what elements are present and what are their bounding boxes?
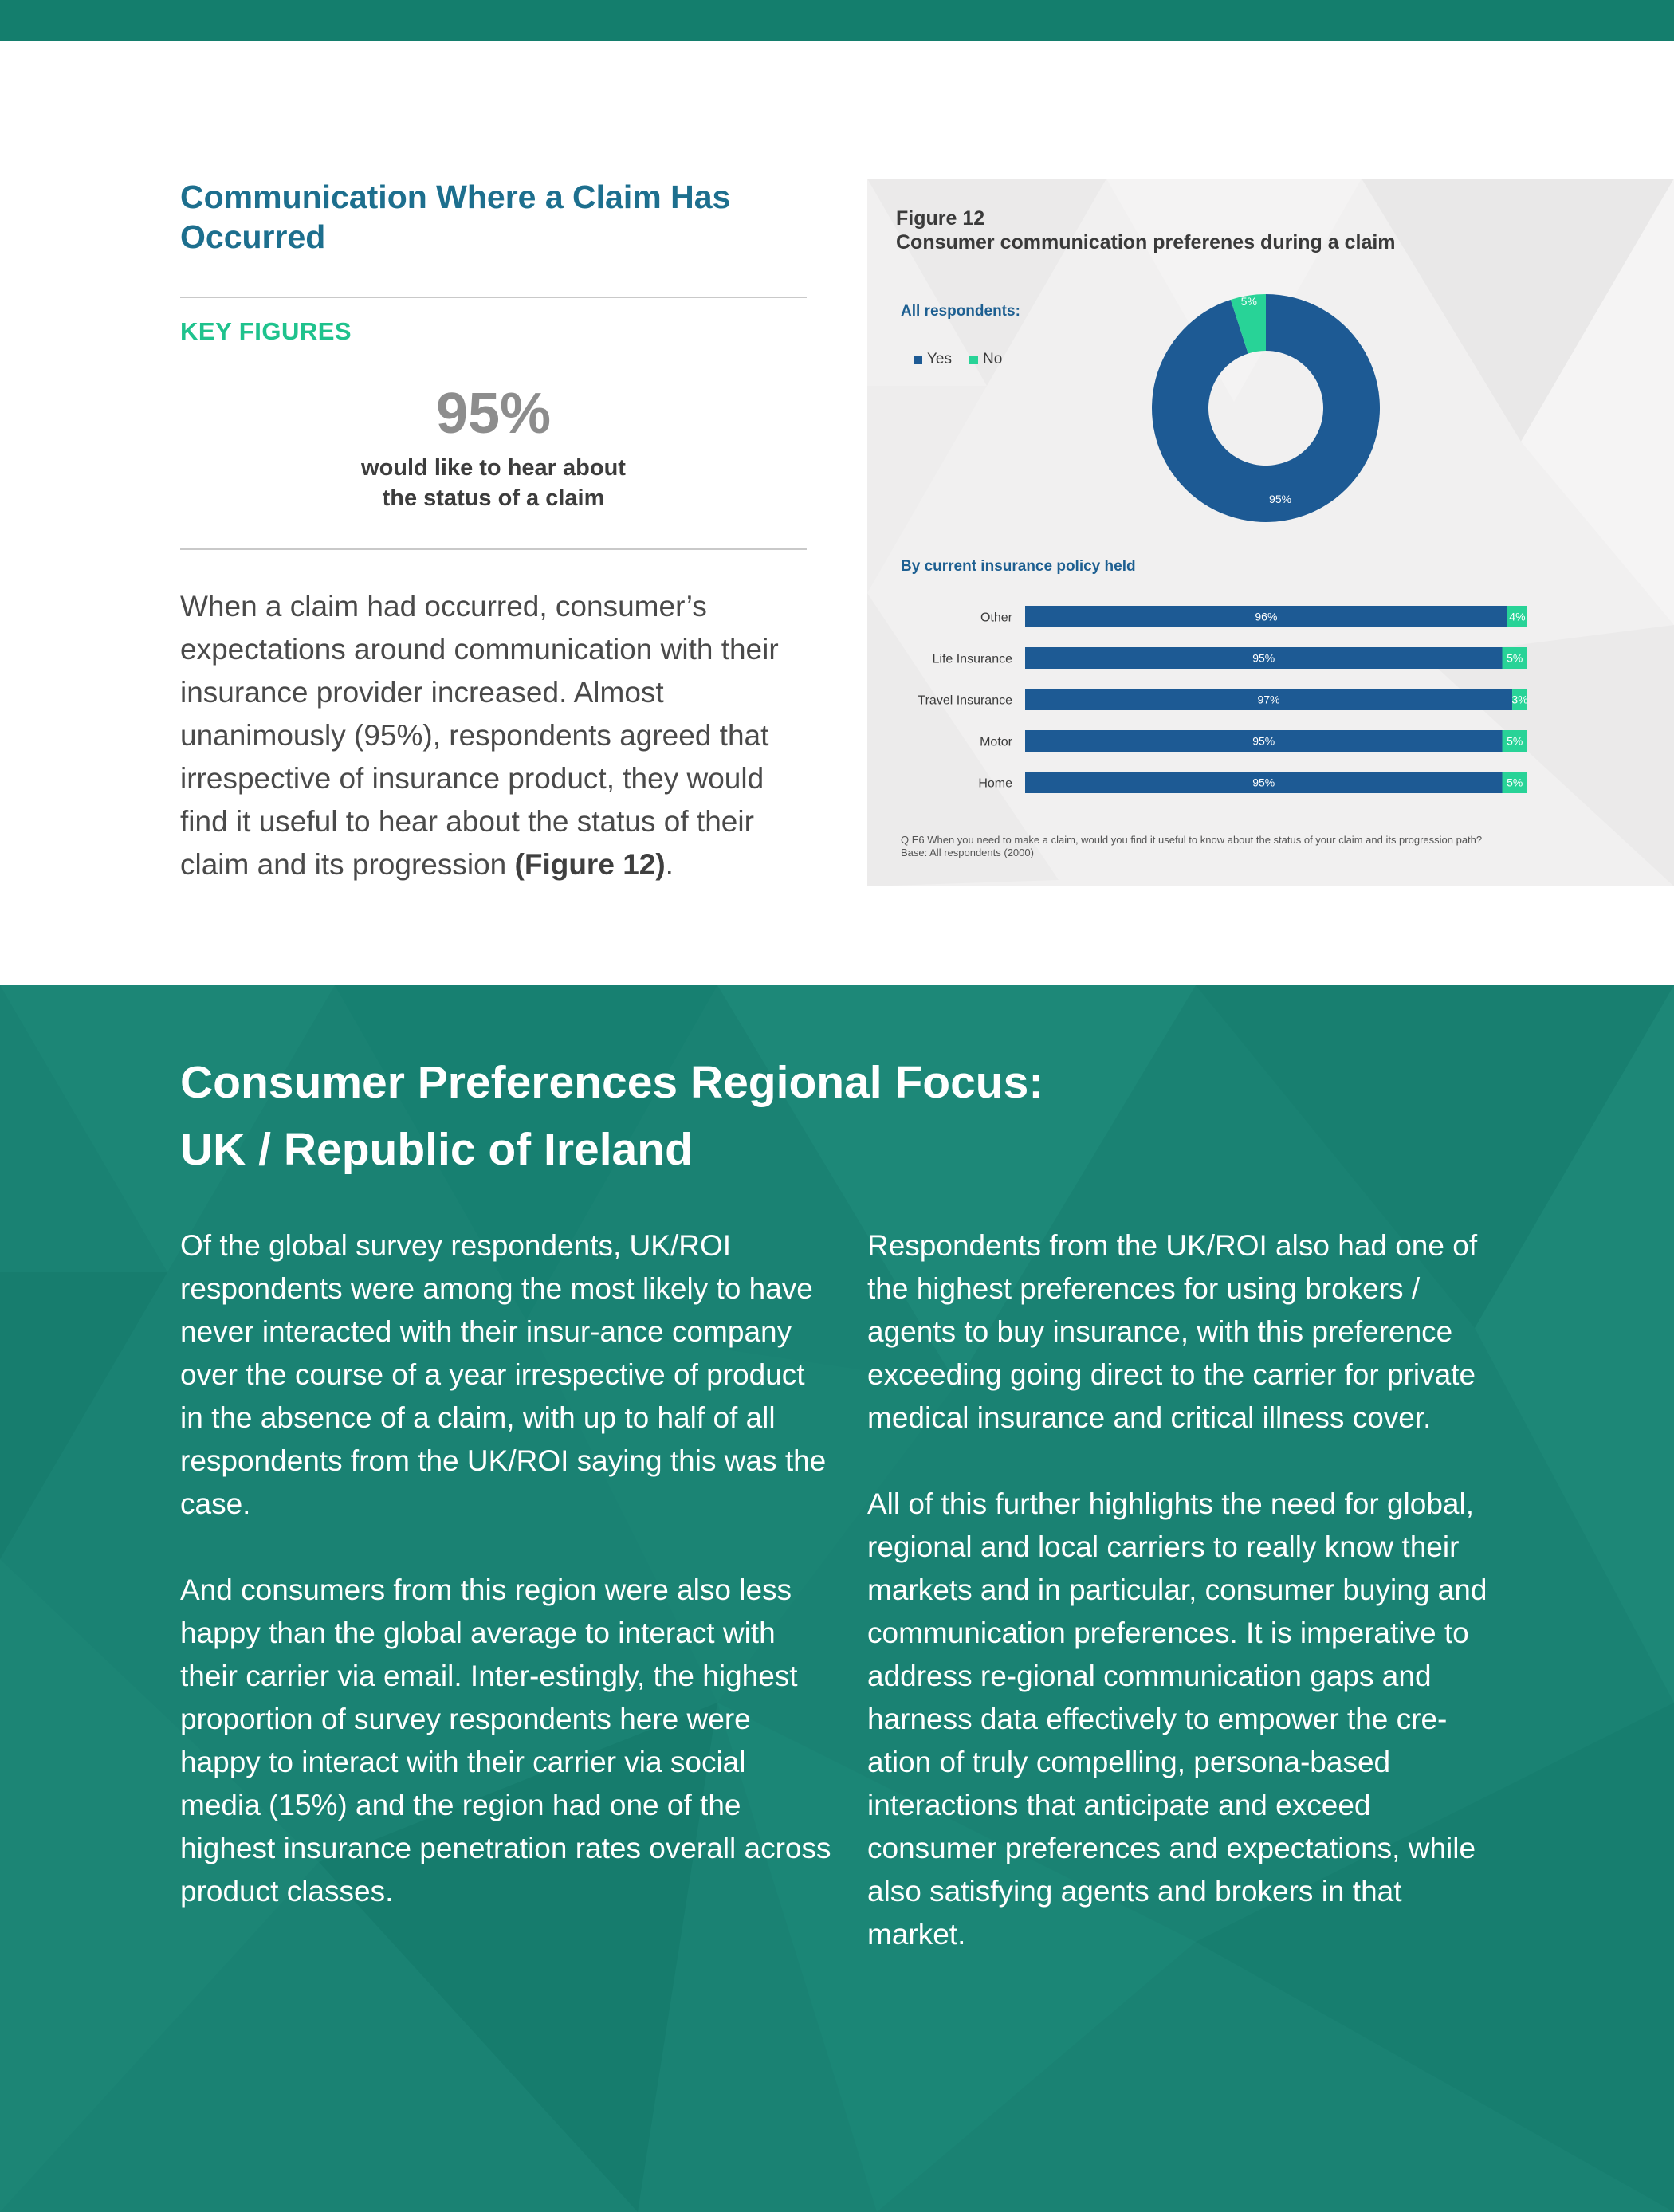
- figure-reference: (Figure 12): [514, 848, 666, 881]
- bar-segment-yes: [1025, 606, 1507, 627]
- legend-label-no: No: [983, 351, 1003, 367]
- bar-value-label-no: 4%: [1509, 611, 1525, 623]
- bar-value-label-yes: 95%: [1252, 652, 1275, 665]
- bar-value-label-yes: 97%: [1258, 693, 1280, 706]
- bar-segment-no: [1502, 772, 1527, 793]
- bar-value-label-no: 3%: [1511, 693, 1527, 706]
- regional-focus-title-line2: UK / Republic of Ireland: [180, 1124, 693, 1175]
- bar-value-label-yes: 95%: [1252, 735, 1275, 748]
- all-respondents-label: All respondents:: [901, 303, 1020, 320]
- legend-label-yes: Yes: [927, 351, 952, 367]
- donut-slice-yes: [1152, 294, 1380, 522]
- bar-value-label-no: 5%: [1507, 735, 1523, 748]
- donut-slice-no: [1230, 294, 1266, 354]
- key-figures-label: KEY FIGURES: [180, 317, 352, 345]
- legend-swatch-yes: [914, 355, 922, 364]
- footnote-question: Q E6 When you need to make a claim, woul…: [901, 834, 1483, 846]
- intro-text: When a claim had occurred, consumer’s ex…: [180, 590, 779, 881]
- figure-panel: Figure 12 Consumer communication prefere…: [867, 179, 1674, 886]
- section-title: Communication Where a Claim Has Occurred: [180, 179, 731, 255]
- donut-chart: 95% 5%: [1152, 294, 1380, 522]
- left-text-column: Of the global survey respondents, UK/ROI…: [180, 1224, 834, 1956]
- bar-value-label-yes: 96%: [1255, 611, 1277, 623]
- right-paragraph-2: All of this further highlights the need …: [867, 1487, 1487, 1951]
- bar-category-label: Travel Insurance: [918, 694, 1012, 708]
- bar-segment-yes: [1025, 772, 1503, 793]
- regional-focus-title: Consumer Preferences Regional Focus: UK …: [180, 1049, 1216, 1183]
- footnote-base: Base: All respondents (2000): [901, 847, 1034, 858]
- right-text-column: Respondents from the UK/ROI also had one…: [867, 1224, 1497, 1999]
- donut-label-no: 5%: [1241, 295, 1257, 308]
- by-policy-label: By current insurance policy held: [901, 558, 1136, 575]
- key-figure-caption-line2: the status of a claim: [382, 485, 605, 511]
- key-figure-caption-line1: would like to hear about: [361, 455, 626, 481]
- legend-item-no: No: [969, 351, 1002, 368]
- divider-top: [180, 297, 807, 298]
- key-figure-caption: would like to hear about the status of a…: [180, 453, 807, 513]
- donut-label-yes: 95%: [1269, 493, 1291, 505]
- intro-paragraph: When a claim had occurred, consumer’s ex…: [180, 585, 818, 886]
- bar-segment-no: [1502, 730, 1527, 752]
- regional-focus-section: Consumer Preferences Regional Focus: UK …: [0, 985, 1674, 2212]
- intro-end: .: [665, 848, 674, 881]
- bar-segment-no: [1502, 647, 1527, 669]
- chart-legend: Yes No: [914, 351, 1002, 368]
- bar-segment-yes: [1025, 647, 1503, 669]
- figure-number: Figure 12: [896, 207, 985, 230]
- top-color-band: [0, 0, 1674, 41]
- key-figure-number: 95%: [435, 382, 552, 446]
- bar-segment-yes: [1025, 730, 1503, 752]
- bar-segment-no: [1512, 689, 1527, 710]
- figure-title: Consumer communication preferenes during…: [896, 231, 1396, 253]
- panel-background-pattern: [867, 179, 1674, 886]
- bar-category-label: Life Insurance: [932, 653, 1012, 666]
- bar-value-label-no: 5%: [1507, 652, 1523, 665]
- figure-footnote: Q E6 When you need to make a claim, woul…: [901, 834, 1482, 859]
- legend-swatch-no: [969, 355, 978, 364]
- left-paragraph-2: And consumers from this region were also…: [180, 1574, 831, 1908]
- bar-category-label: Other: [980, 611, 1013, 625]
- divider-bottom: [180, 548, 807, 550]
- legend-item-yes: Yes: [914, 351, 952, 368]
- bar-value-label-no: 5%: [1507, 776, 1523, 789]
- regional-focus-title-line1: Consumer Preferences Regional Focus:: [180, 1057, 1044, 1108]
- right-paragraph-1: Respondents from the UK/ROI also had one…: [867, 1229, 1478, 1434]
- bar-value-label-yes: 95%: [1252, 776, 1275, 789]
- bar-category-label: Home: [978, 777, 1012, 791]
- background-triangle-pattern: [0, 985, 1674, 2212]
- bar-segment-yes: [1025, 689, 1513, 710]
- bar-category-label: Motor: [980, 736, 1013, 749]
- left-paragraph-1: Of the global survey respondents, UK/ROI…: [180, 1229, 827, 1520]
- stacked-bar-chart: Other 96% 4% Life Insurance 95% 5% Travel Insu…: [918, 606, 1528, 793]
- bar-segment-no: [1507, 606, 1527, 627]
